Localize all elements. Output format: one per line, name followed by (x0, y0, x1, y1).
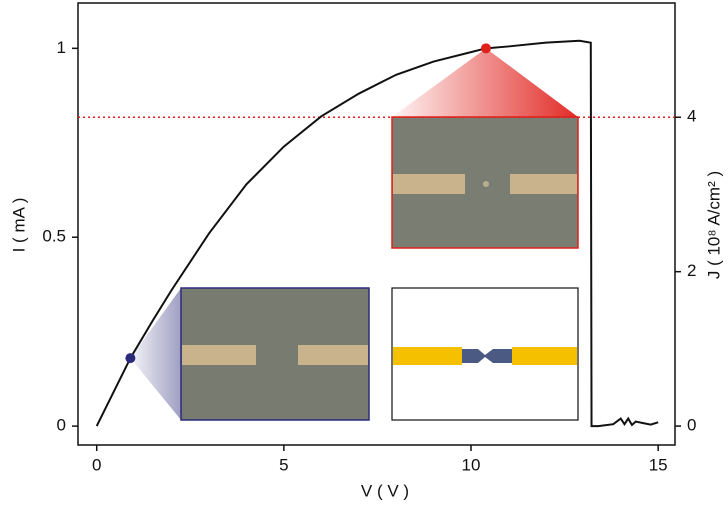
y2-tick-label: 0 (687, 416, 696, 435)
schematic (392, 288, 578, 420)
y-tick-label: 0.5 (42, 227, 66, 246)
x-tick-label: 0 (92, 455, 101, 474)
y2-tick-label: 4 (687, 107, 696, 126)
y-tick-label: 1 (57, 38, 66, 57)
marker (125, 353, 135, 363)
zoom-cone (130, 288, 181, 420)
x-tick-label: 15 (649, 455, 668, 474)
y-tick-label: 0 (57, 416, 66, 435)
x-tick-label: 5 (279, 455, 288, 474)
y-axis-title: I ( mA ) (9, 198, 28, 253)
inset-red (392, 117, 578, 248)
inset-blue (181, 288, 369, 420)
y2-tick-label: 2 (687, 261, 696, 280)
y2-axis-title: J ( 10⁸ A/cm² ) (704, 171, 723, 279)
chart: V ( V ) I ( mA ) J ( 10⁸ A/cm² ) 0510150… (0, 0, 728, 504)
marker (481, 43, 491, 53)
x-tick-label: 10 (462, 455, 481, 474)
x-axis-title: V ( V ) (361, 481, 409, 500)
zoom-cone (392, 48, 578, 117)
